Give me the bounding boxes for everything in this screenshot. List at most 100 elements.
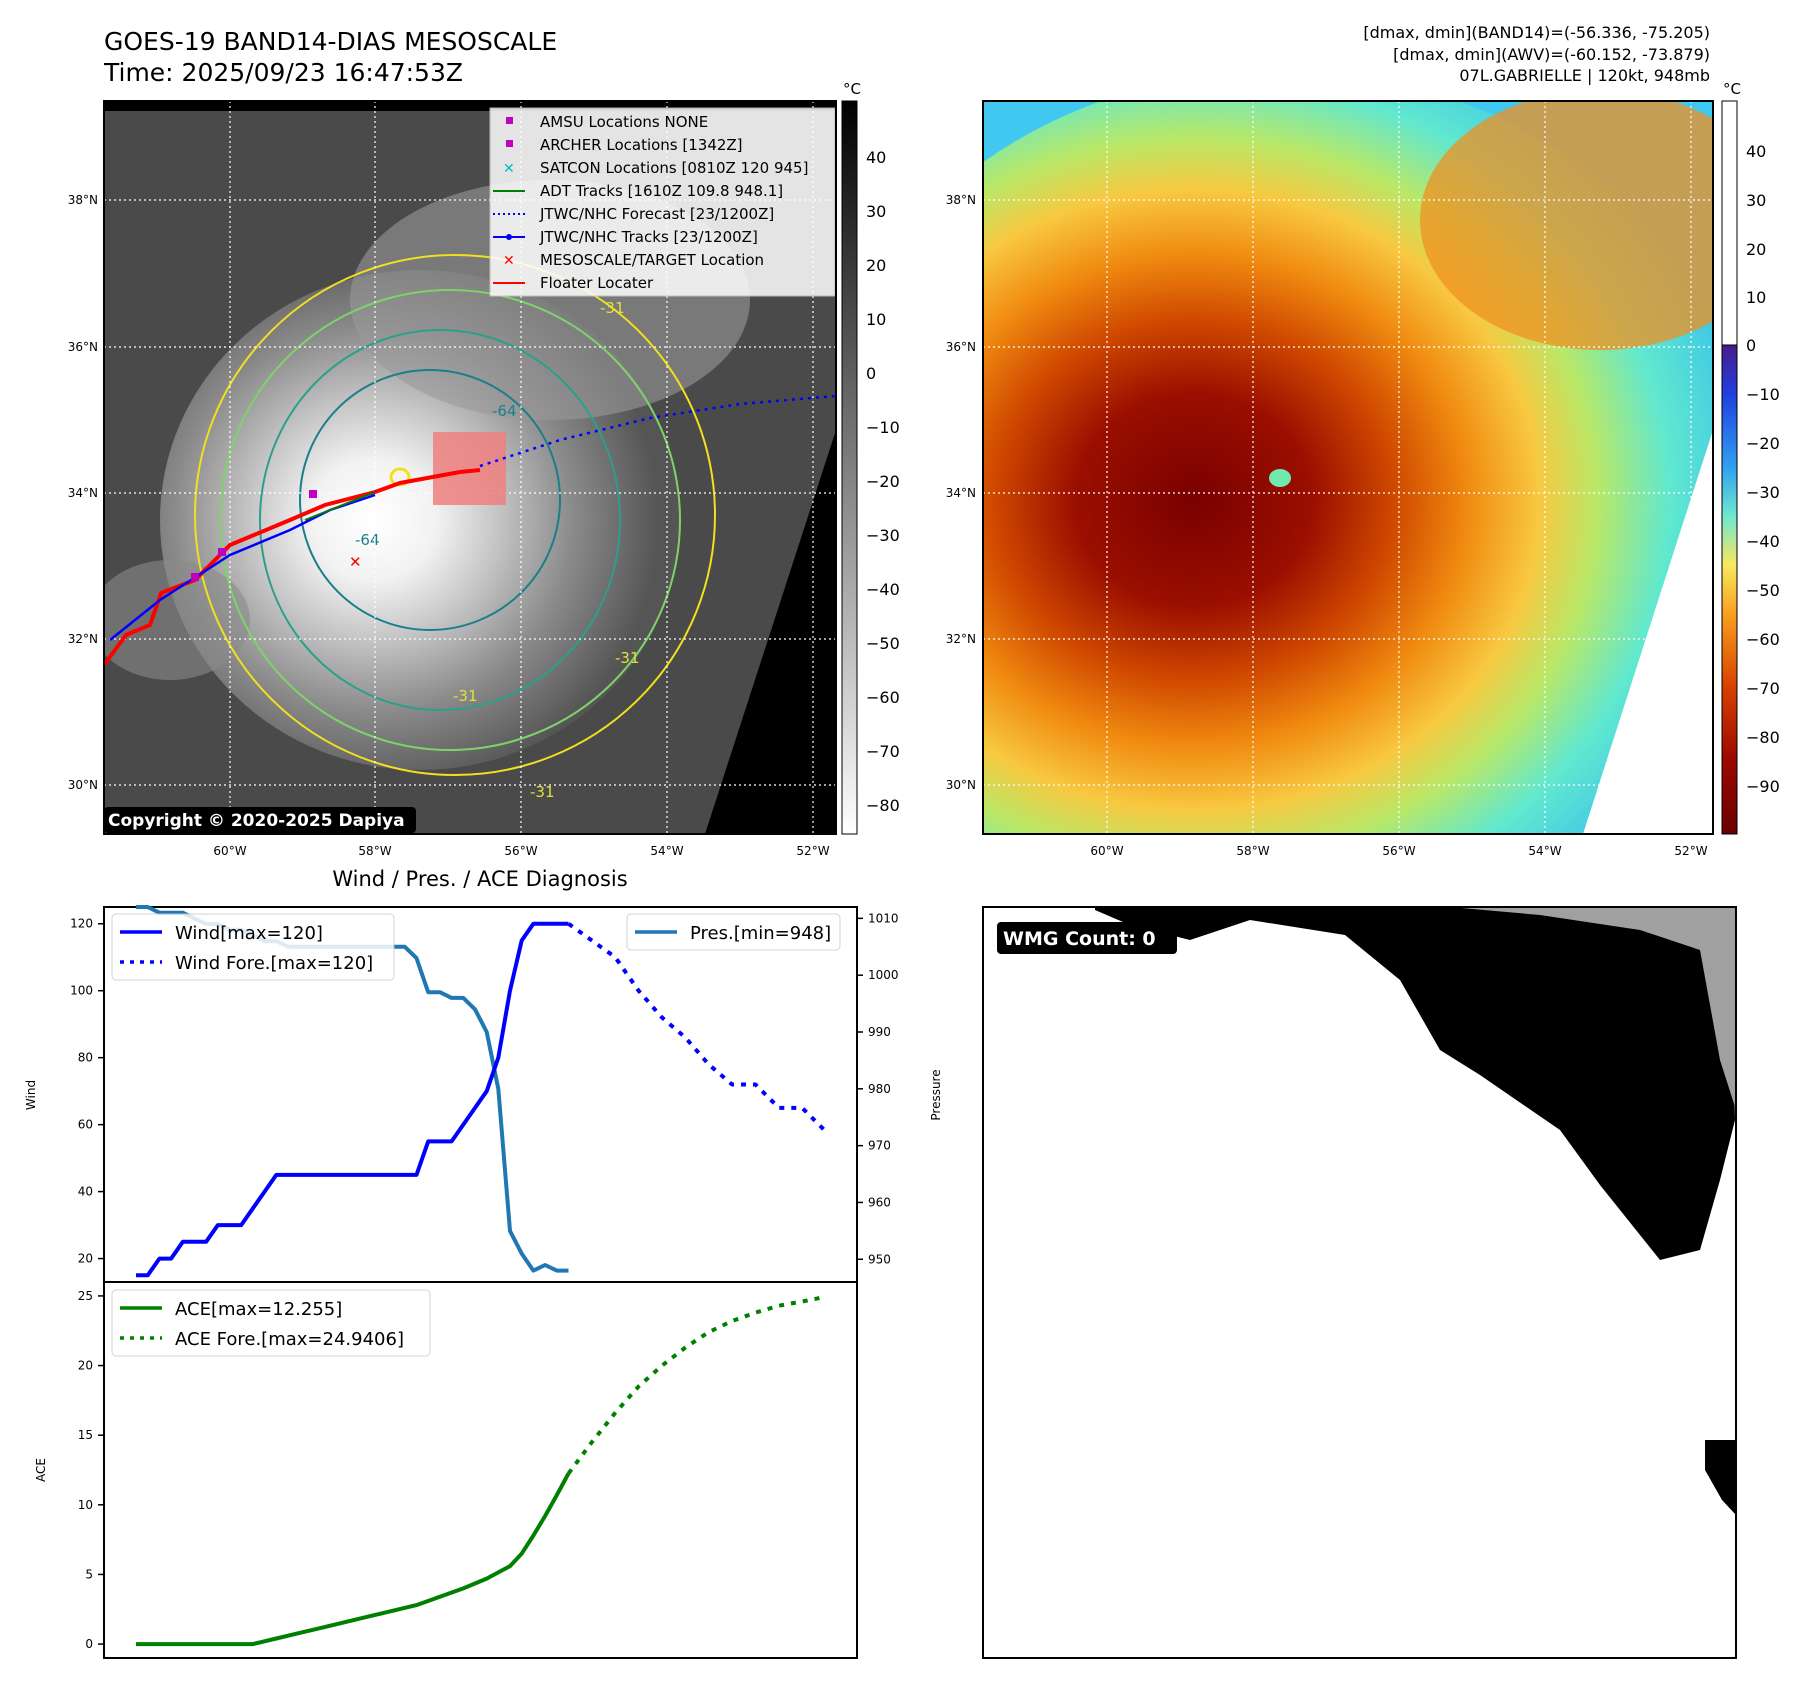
eye-marker [1269,469,1291,487]
ir-lat-ticks: 38°N 36°N 34°N 32°N 30°N [68,193,98,792]
pres-tick-label: 1000 [868,968,899,982]
x-marker-icon: ✕ [503,161,515,177]
contour-edge [194,254,716,776]
colorbar-tick: −20 [1746,434,1780,453]
contour-label: -31 [615,649,640,667]
colorbar-tick: −20 [866,472,900,491]
lon-tick: 58°W [358,844,391,858]
colorbar-tick: 0 [866,364,876,383]
storm-info: 07L.GABRIELLE | 120kt, 948mb [1459,66,1710,85]
colorbar-tick: 10 [1746,288,1766,307]
wind-tick-label: 40 [78,1185,93,1199]
colorbar-tick: −40 [1746,532,1780,551]
pres-tick-label: 970 [868,1139,891,1153]
figure-time: Time: 2025/09/23 16:47:53Z [103,58,463,87]
lon-tick: 54°W [650,844,683,858]
lat-tick: 30°N [946,778,976,792]
ace-tick-label: 0 [85,1637,93,1651]
lon-tick: 60°W [213,844,246,858]
lat-tick: 34°N [68,486,98,500]
colorbar-tick: 20 [1746,240,1766,259]
floater-track [104,468,481,667]
legend-entry: AMSU Locations NONE [506,113,708,131]
legend-entry: Floater Locater [493,274,654,292]
colorbar-tick: −70 [1746,679,1780,698]
colorbar-tick: 40 [1746,142,1766,161]
colorbar-tick: −60 [1746,630,1780,649]
colorbar-tick: −70 [866,742,900,761]
lon-tick: 58°W [1236,844,1269,858]
ir-colorbar: °C 40 30 20 10 0 −10 −20 −30 −40 −50 −60… [841,80,900,835]
no-data-region [705,430,836,834]
copyright-text: Copyright © 2020-2025 Dapiya [108,811,405,831]
legend-label: JTWC/NHC Tracks [23/1200Z] [539,228,758,246]
awv-colorbar-ticks: 40 30 20 10 0 −10 −20 −30 −40 −50 −60 −7… [1746,142,1780,796]
legend-label: AMSU Locations NONE [540,113,708,131]
colorbar-tick: 40 [866,148,886,167]
legend-entry: JTWC/NHC Forecast [23/1200Z] [493,205,774,223]
pres-tick-label: 980 [868,1082,891,1096]
legend-label: ACE[max=12.255] [175,1299,342,1320]
lat-tick: 38°N [68,193,98,207]
wmg-dark-patch [1705,1440,1736,1515]
diagnosis-title: Wind / Pres. / ACE Diagnosis [332,867,627,891]
colorbar-tick: −50 [866,634,900,653]
stats-awv: [dmax, dmin](AWV)=(-60.152, -73.879) [1393,45,1710,64]
pres-axis-label: Pressure [929,1069,943,1120]
colorbar-unit: °C [843,80,861,98]
ace-tick-label: 15 [78,1428,93,1442]
legend-label: JTWC/NHC Forecast [23/1200Z] [539,205,774,223]
adt-track [304,491,376,521]
target-x-marker: ✕ [349,553,362,571]
ace-panel: 25 20 15 10 5 0 ACE ACE[max=12.255] ACE Fore.… [34,1281,858,1659]
ace-tick-label: 10 [78,1498,93,1512]
pres-legend: Pres.[min=948] [626,913,841,951]
wmg-dark-region [1095,907,1735,1260]
wind-tick-label: 20 [78,1252,93,1266]
awv-colorbar: °C 40 30 20 10 0 −10 −20 −30 −40 −50 −60… [1721,80,1780,835]
contour-inner [299,369,561,631]
ace-tick-label: 25 [78,1289,93,1303]
legend-label: MESOSCALE/TARGET Location [540,251,764,269]
awv-lon-ticks: 60°W 58°W 56°W 54°W 52°W [1090,844,1707,858]
square-marker-icon [506,117,513,124]
wind-pres-panel: 120 100 80 60 40 20 1010 1000 990 980 970 960 950 W… [24,905,943,1283]
pres-y-ticks: 1010 1000 990 980 970 960 950 [857,911,899,1266]
wind-forecast-line [567,922,828,1133]
legend-label: Wind[max=120] [175,923,323,944]
wmg-count: WMG Count: 0 [1003,928,1156,950]
ir-map-frame [103,100,837,835]
pres-tick-label: 950 [868,1252,891,1266]
awv-map-gridlines [983,101,1713,834]
colorbar-unit: °C [1723,80,1741,98]
lon-tick: 56°W [1382,844,1415,858]
figure-title: GOES-19 BAND14-DIAS MESOSCALE [104,27,557,56]
lat-tick: 32°N [68,632,98,646]
pres-tick-label: 990 [868,1025,891,1039]
contour-label: -31 [453,687,478,705]
colorbar-tick: −30 [1746,483,1780,502]
lat-tick: 36°N [68,340,98,354]
ace-tick-label: 20 [78,1359,93,1373]
ir-legend: AMSU Locations NONE ARCHER Locations [13… [489,107,836,297]
ace-forecast-line [566,1294,826,1475]
awv-map: 38°N 36°N 34°N 32°N 30°N 60°W 58°W 56°W … [946,100,1714,858]
lon-tick: 54°W [1528,844,1561,858]
pres-tick-label: 960 [868,1195,891,1209]
wmg-frame [982,906,1737,1659]
ir-lon-ticks: 60°W 58°W 56°W 54°W 52°W [213,844,829,858]
lon-tick: 52°W [796,844,829,858]
ace-line [136,1472,571,1647]
lat-tick: 32°N [946,632,976,646]
colorbar-tick: −40 [866,580,900,599]
ace-axis-label: ACE [34,1458,48,1482]
colorbar-tick: 10 [866,310,886,329]
legend-label: Floater Locater [540,274,654,292]
contour-outer [219,289,681,751]
lat-tick: 36°N [946,340,976,354]
archer-marker [309,490,317,498]
ir-map: -31 -64 -64 -31 -31 -31 [68,100,837,858]
pres-tick-label: 1010 [868,911,899,925]
wind-tick-label: 80 [78,1051,93,1065]
